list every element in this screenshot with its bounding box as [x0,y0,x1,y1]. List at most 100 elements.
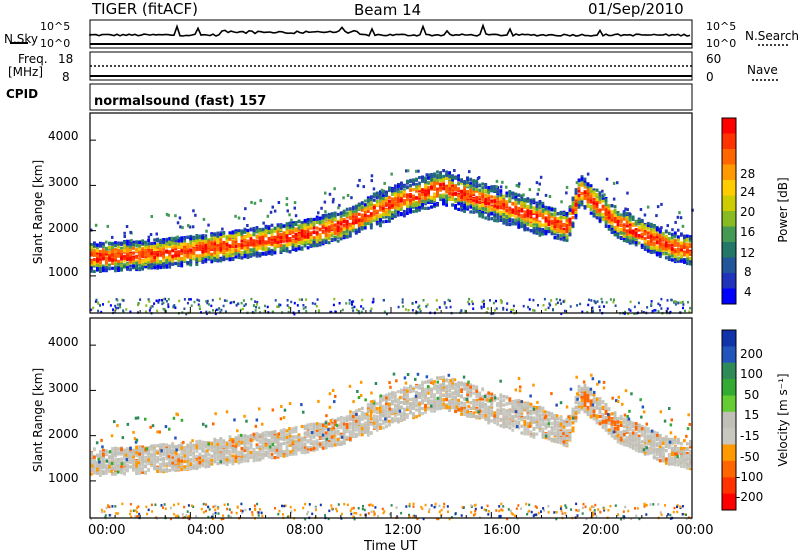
power-cell [528,188,532,192]
power-cell [391,201,394,205]
power-cell [315,217,319,221]
power-cell [186,245,190,249]
power-cell [271,205,274,209]
power-cell [577,193,581,197]
power-cell [601,196,605,200]
power-cell [629,309,632,312]
power-cell [206,299,209,303]
power-cell [167,305,170,309]
power-cell [442,182,445,186]
power-cell [502,197,506,201]
power-cell [673,258,677,263]
power-cell [415,196,418,200]
power-cell [650,303,653,306]
power-cell [189,263,193,267]
power-cell [213,244,217,248]
power-cell [273,247,277,251]
power-cell [187,224,190,228]
power-cell [243,250,247,254]
power-cell [625,224,629,228]
power-cell [144,242,147,246]
power-cell [298,298,301,301]
power-cell [138,260,141,264]
power-cell [559,215,563,219]
power-cell [586,188,590,192]
power-cell [147,266,150,270]
power-cell [222,243,226,247]
power-cell [219,250,223,254]
power-cell [141,265,144,269]
power-cell [179,225,182,229]
power-cell [433,177,436,181]
power-cell [677,235,680,239]
power-cell [167,213,170,217]
power-cell [518,182,521,186]
power-cell [493,209,497,214]
power-cell [565,238,569,242]
power-cell [481,206,485,211]
power-cell [520,201,524,205]
power-cell [538,231,542,235]
power-cell [463,192,466,196]
power-cell [379,218,382,222]
power-cell [294,247,298,251]
power-cell [345,213,349,217]
power-cell [535,218,539,222]
power-cell [466,192,469,196]
power-cell [129,310,132,313]
power-cell [604,206,608,210]
power-cell [303,234,307,238]
power-cell [604,212,608,216]
power-cell [96,254,99,258]
power-cell [302,304,305,307]
power-cell [297,247,301,251]
nsky-trace [89,23,691,37]
power-cell [321,225,325,229]
power-cell [171,260,175,264]
power-cell [111,253,114,257]
power-cell [484,205,488,210]
power-cell [625,234,629,238]
power-cell [559,234,563,238]
power-cell [689,244,692,249]
power-cell [445,176,448,180]
power-cell [195,262,199,266]
power-cell [649,228,653,232]
power-cell [210,237,214,241]
power-cell [351,303,353,306]
power-cell [514,211,518,216]
power-cell [138,250,141,254]
power-cell [96,243,99,247]
power-cell [616,233,620,238]
power-cell [680,246,683,250]
power-cell [222,234,226,238]
power-cell [411,309,414,312]
power-cell [156,253,159,257]
power-cell [102,269,105,273]
power-cell [318,218,322,222]
power-cell [354,216,358,220]
power-cell [258,229,262,233]
power-cell [360,205,364,209]
power-cell [167,297,170,301]
power-cell [496,197,500,201]
power-cell [628,239,632,243]
power-cell [219,247,223,251]
power-cell [625,219,629,223]
power-cell [156,264,159,268]
power-cell [274,299,277,302]
power-cell [643,247,647,251]
power-cell [171,246,175,250]
power-cell [406,194,409,198]
power-cell [517,222,521,226]
power-cell [286,209,289,213]
power-cell [604,216,608,220]
power-cell [357,219,361,223]
power-cell [126,239,129,243]
power-cell [607,207,611,211]
power-cell [288,250,292,254]
power-cell [363,219,367,223]
power-cell [592,204,596,208]
power-cell [105,263,108,267]
power-cell [379,214,382,219]
